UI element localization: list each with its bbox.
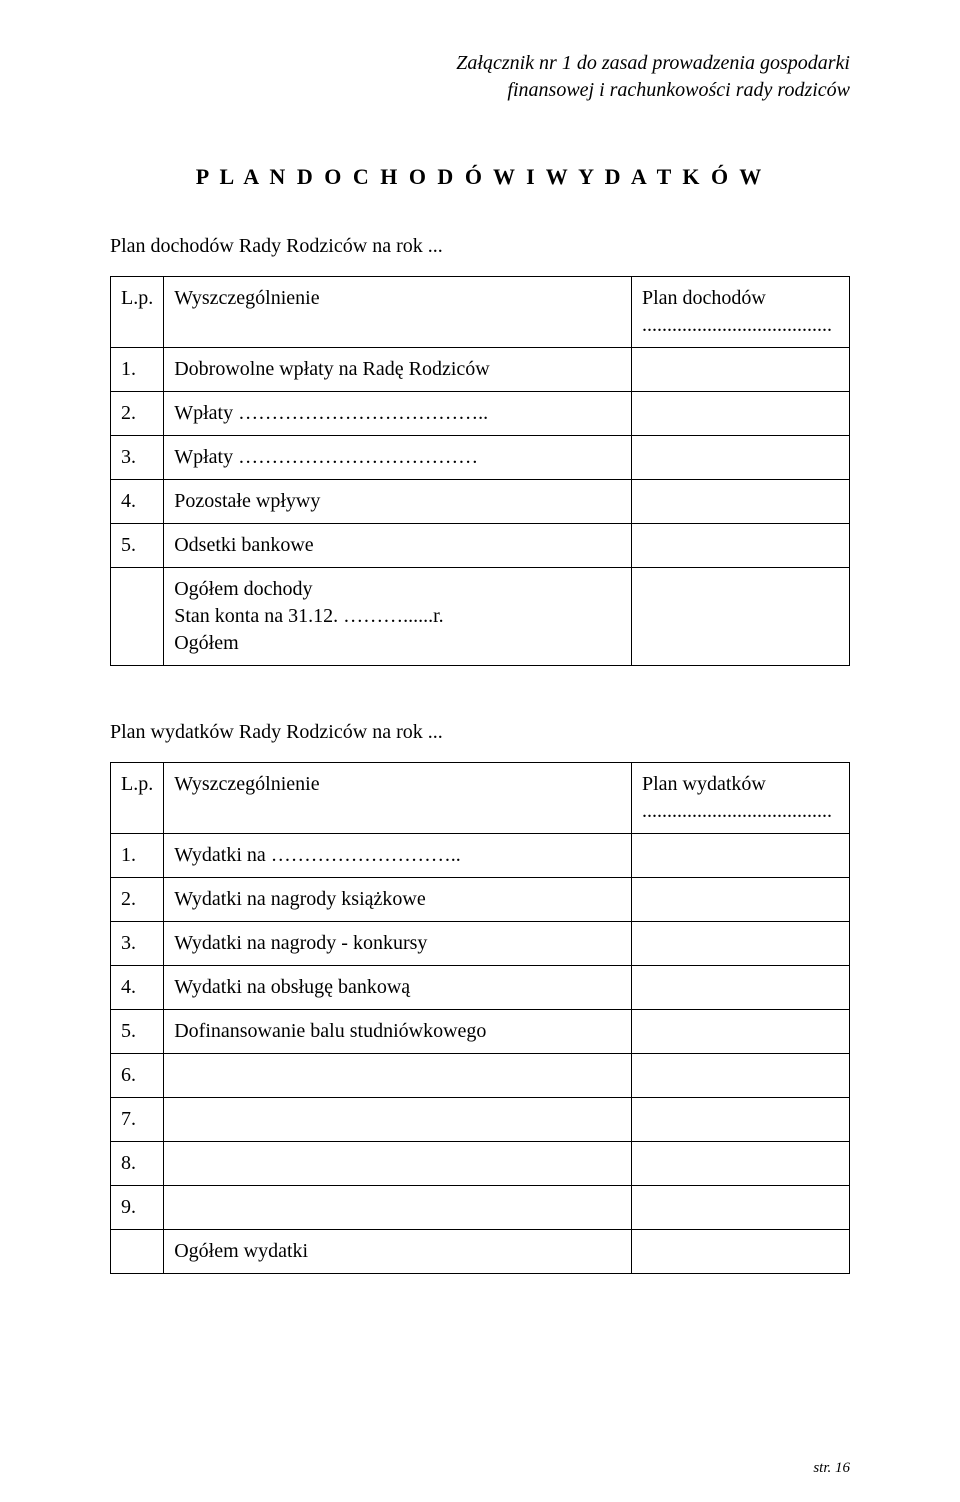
cell-lp: 2. bbox=[111, 878, 164, 922]
page-number: str. 16 bbox=[813, 1460, 850, 1477]
income-table: L.p. Wyszczególnienie Plan dochodów ....… bbox=[110, 276, 850, 666]
cell-amount bbox=[632, 1098, 850, 1142]
cell-desc: Dofinansowanie balu studniówkowego bbox=[164, 1010, 632, 1054]
cell-desc bbox=[164, 1054, 632, 1098]
amount-header-line1: Plan dochodów bbox=[642, 287, 766, 309]
cell-lp: 5. bbox=[111, 1010, 164, 1054]
cell-lp bbox=[111, 568, 164, 666]
page-title: P L A N D O C H O D Ó W I W Y D A T K Ó … bbox=[110, 164, 850, 190]
cell-amount bbox=[632, 966, 850, 1010]
cell-lp: 1. bbox=[111, 834, 164, 878]
table-row: 6. bbox=[111, 1054, 850, 1098]
cell-lp: 1. bbox=[111, 348, 164, 392]
expense-intro: Plan wydatków Rady Rodziców na rok ... bbox=[110, 721, 850, 744]
expense-table: L.p. Wyszczególnienie Plan wydatków ....… bbox=[110, 762, 850, 1274]
cell-amount bbox=[632, 524, 850, 568]
cell-lp: 3. bbox=[111, 922, 164, 966]
cell-lp: 9. bbox=[111, 1186, 164, 1230]
cell-lp: 4. bbox=[111, 480, 164, 524]
table-summary-row: Ogółem wydatki bbox=[111, 1230, 850, 1274]
amount-header-line2: ...................................... bbox=[642, 314, 832, 336]
cell-amount bbox=[632, 834, 850, 878]
cell-lp: 5. bbox=[111, 524, 164, 568]
table-row: 5. Odsetki bankowe bbox=[111, 524, 850, 568]
table-header-row: L.p. Wyszczególnienie Plan dochodów ....… bbox=[111, 277, 850, 348]
amount-header-line2: ...................................... bbox=[642, 800, 832, 822]
table-row: 9. bbox=[111, 1186, 850, 1230]
cell-lp: 7. bbox=[111, 1098, 164, 1142]
cell-desc: Wpłaty ……………………………….. bbox=[164, 392, 632, 436]
table-row: 8. bbox=[111, 1142, 850, 1186]
summary-line3: Ogółem bbox=[174, 632, 238, 654]
table-row: 5. Dofinansowanie balu studniówkowego bbox=[111, 1010, 850, 1054]
col-amount-header: Plan wydatków ..........................… bbox=[632, 763, 850, 834]
cell-amount bbox=[632, 436, 850, 480]
cell-amount bbox=[632, 1230, 850, 1274]
col-desc-header: Wyszczególnienie bbox=[164, 277, 632, 348]
cell-desc: Wydatki na nagrody - konkursy bbox=[164, 922, 632, 966]
table-summary-row: Ogółem dochody Stan konta na 31.12. ……….… bbox=[111, 568, 850, 666]
cell-amount bbox=[632, 392, 850, 436]
cell-desc: Dobrowolne wpłaty na Radę Rodziców bbox=[164, 348, 632, 392]
cell-amount bbox=[632, 1054, 850, 1098]
cell-lp: 3. bbox=[111, 436, 164, 480]
cell-desc: Wpłaty ……………………………… bbox=[164, 436, 632, 480]
cell-desc: Odsetki bankowe bbox=[164, 524, 632, 568]
table-row: 3. Wpłaty ……………………………… bbox=[111, 436, 850, 480]
attachment-header: Załącznik nr 1 do zasad prowadzenia gosp… bbox=[110, 50, 850, 104]
cell-lp: 6. bbox=[111, 1054, 164, 1098]
income-intro: Plan dochodów Rady Rodziców na rok ... bbox=[110, 235, 850, 258]
cell-desc: Wydatki na ……………………….. bbox=[164, 834, 632, 878]
cell-amount bbox=[632, 1142, 850, 1186]
col-lp-header: L.p. bbox=[111, 763, 164, 834]
cell-amount bbox=[632, 922, 850, 966]
cell-amount bbox=[632, 348, 850, 392]
cell-lp: 2. bbox=[111, 392, 164, 436]
cell-lp: 4. bbox=[111, 966, 164, 1010]
amount-header-line1: Plan wydatków bbox=[642, 773, 766, 795]
cell-desc: Wydatki na obsługę bankową bbox=[164, 966, 632, 1010]
cell-desc bbox=[164, 1186, 632, 1230]
table-header-row: L.p. Wyszczególnienie Plan wydatków ....… bbox=[111, 763, 850, 834]
table-row: 4. Wydatki na obsługę bankową bbox=[111, 966, 850, 1010]
cell-lp bbox=[111, 1230, 164, 1274]
cell-summary: Ogółem dochody Stan konta na 31.12. ……….… bbox=[164, 568, 632, 666]
cell-desc: Pozostałe wpływy bbox=[164, 480, 632, 524]
table-row: 7. bbox=[111, 1098, 850, 1142]
cell-amount bbox=[632, 1186, 850, 1230]
cell-amount bbox=[632, 878, 850, 922]
col-lp-header: L.p. bbox=[111, 277, 164, 348]
col-desc-header: Wyszczególnienie bbox=[164, 763, 632, 834]
cell-desc: Wydatki na nagrody książkowe bbox=[164, 878, 632, 922]
table-row: 2. Wpłaty ……………………………….. bbox=[111, 392, 850, 436]
table-row: 1. Wydatki na ……………………….. bbox=[111, 834, 850, 878]
summary-line1: Ogółem dochody bbox=[174, 578, 312, 600]
table-row: 3. Wydatki na nagrody - konkursy bbox=[111, 922, 850, 966]
table-row: 4. Pozostałe wpływy bbox=[111, 480, 850, 524]
cell-lp: 8. bbox=[111, 1142, 164, 1186]
cell-amount bbox=[632, 568, 850, 666]
cell-desc bbox=[164, 1142, 632, 1186]
table-row: 2. Wydatki na nagrody książkowe bbox=[111, 878, 850, 922]
summary-line2: Stan konta na 31.12. ………......r. bbox=[174, 605, 443, 627]
col-amount-header: Plan dochodów ..........................… bbox=[632, 277, 850, 348]
table-row: 1. Dobrowolne wpłaty na Radę Rodziców bbox=[111, 348, 850, 392]
cell-desc bbox=[164, 1098, 632, 1142]
header-line-2: finansowej i rachunkowości rady rodziców bbox=[110, 77, 850, 104]
cell-amount bbox=[632, 480, 850, 524]
cell-amount bbox=[632, 1010, 850, 1054]
header-line-1: Załącznik nr 1 do zasad prowadzenia gosp… bbox=[110, 50, 850, 77]
cell-summary: Ogółem wydatki bbox=[164, 1230, 632, 1274]
